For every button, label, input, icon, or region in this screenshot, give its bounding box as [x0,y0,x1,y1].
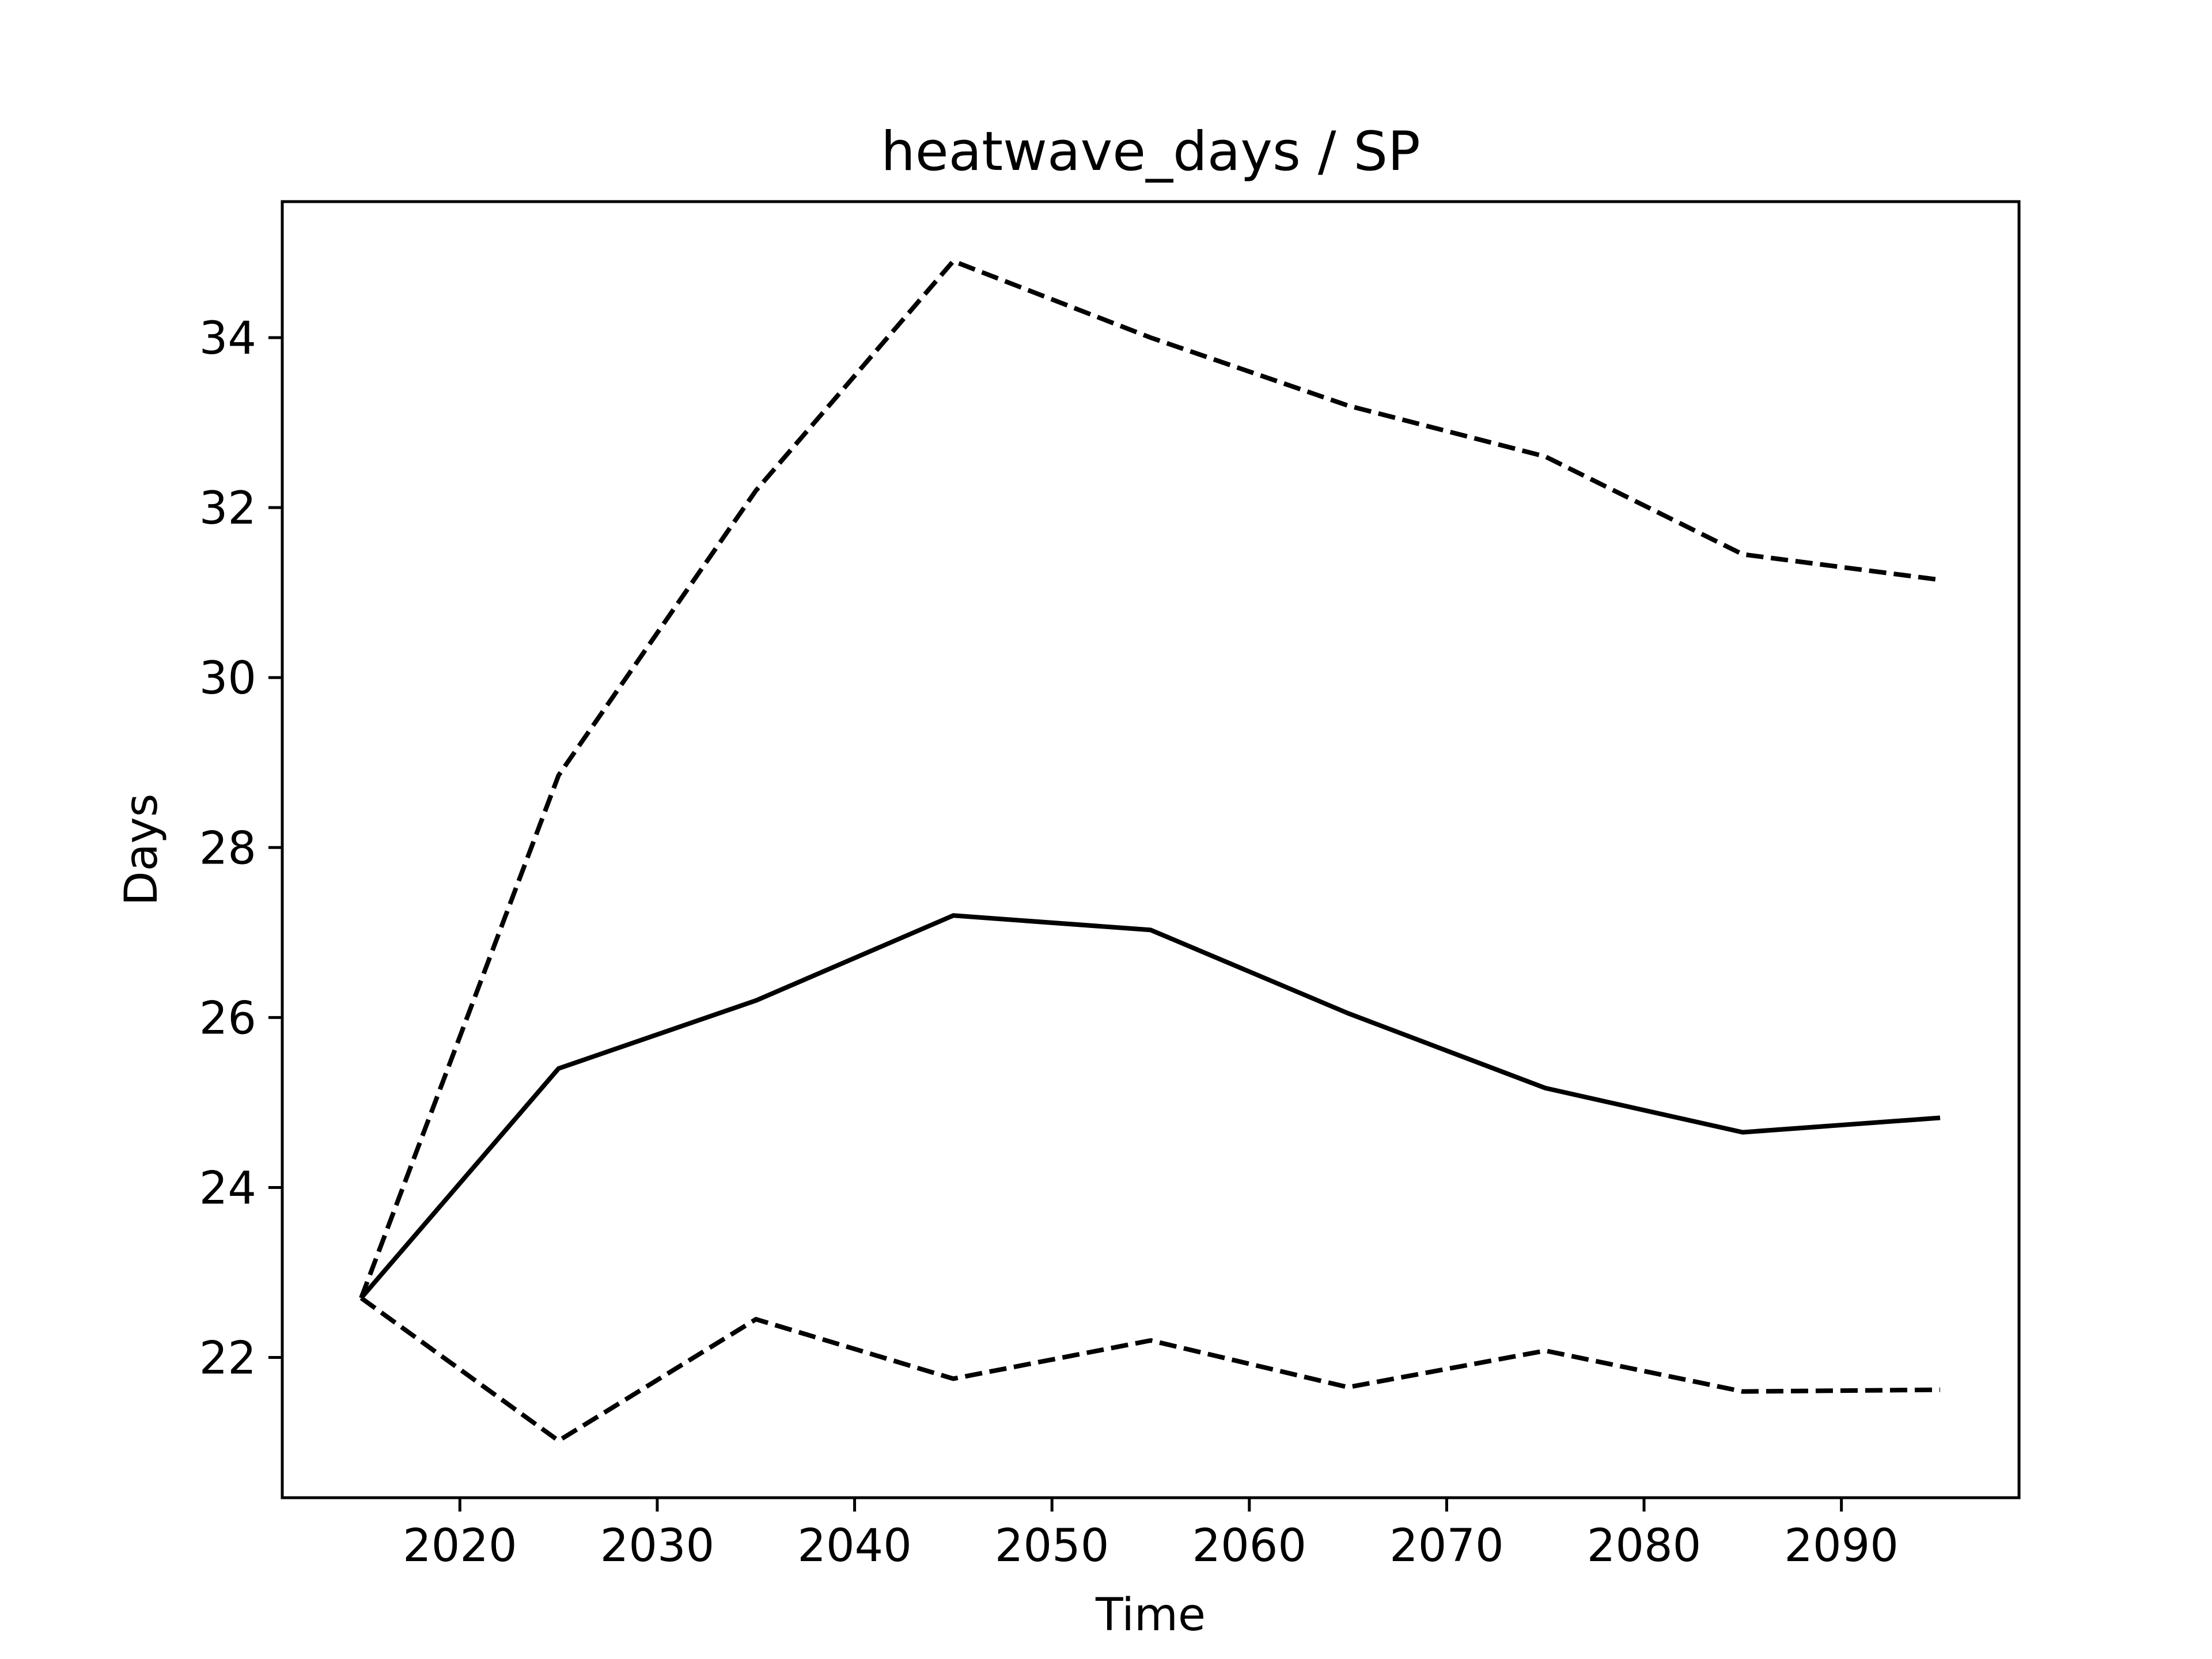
x-tick-label: 2060 [1192,1520,1307,1572]
y-tick-label: 28 [199,823,256,874]
x-axis-ticks: 2020 2030 2040 2050 2060 2070 2080 2090 [403,1498,1899,1572]
x-tick-label: 2040 [797,1520,912,1572]
x-tick-label: 2090 [1784,1520,1899,1572]
x-axis-label: Time [1095,1589,1206,1641]
y-tick-label: 32 [199,483,256,535]
x-tick-label: 2020 [403,1520,517,1572]
x-tick-label: 2080 [1587,1520,1702,1572]
plot-frame [281,200,2021,1499]
series-layer [359,259,1941,1444]
y-tick-label: 30 [199,653,256,704]
series-line-2 [359,913,1941,1300]
y-axis-label: Days [116,794,168,906]
chart-title: heatwave_days / SP [881,120,1420,183]
x-tick-label: 2070 [1389,1520,1504,1572]
series-line-3 [359,1296,1941,1444]
y-axis-ticks: 22 24 26 28 30 32 34 [199,313,282,1385]
y-tick-label: 24 [199,1162,256,1214]
y-tick-label: 26 [199,993,256,1044]
x-tick-label: 2050 [995,1520,1109,1572]
series-line-1 [359,259,1941,1299]
x-tick-label: 2030 [600,1520,715,1572]
y-tick-label: 34 [199,313,256,365]
y-tick-label: 22 [199,1333,256,1385]
